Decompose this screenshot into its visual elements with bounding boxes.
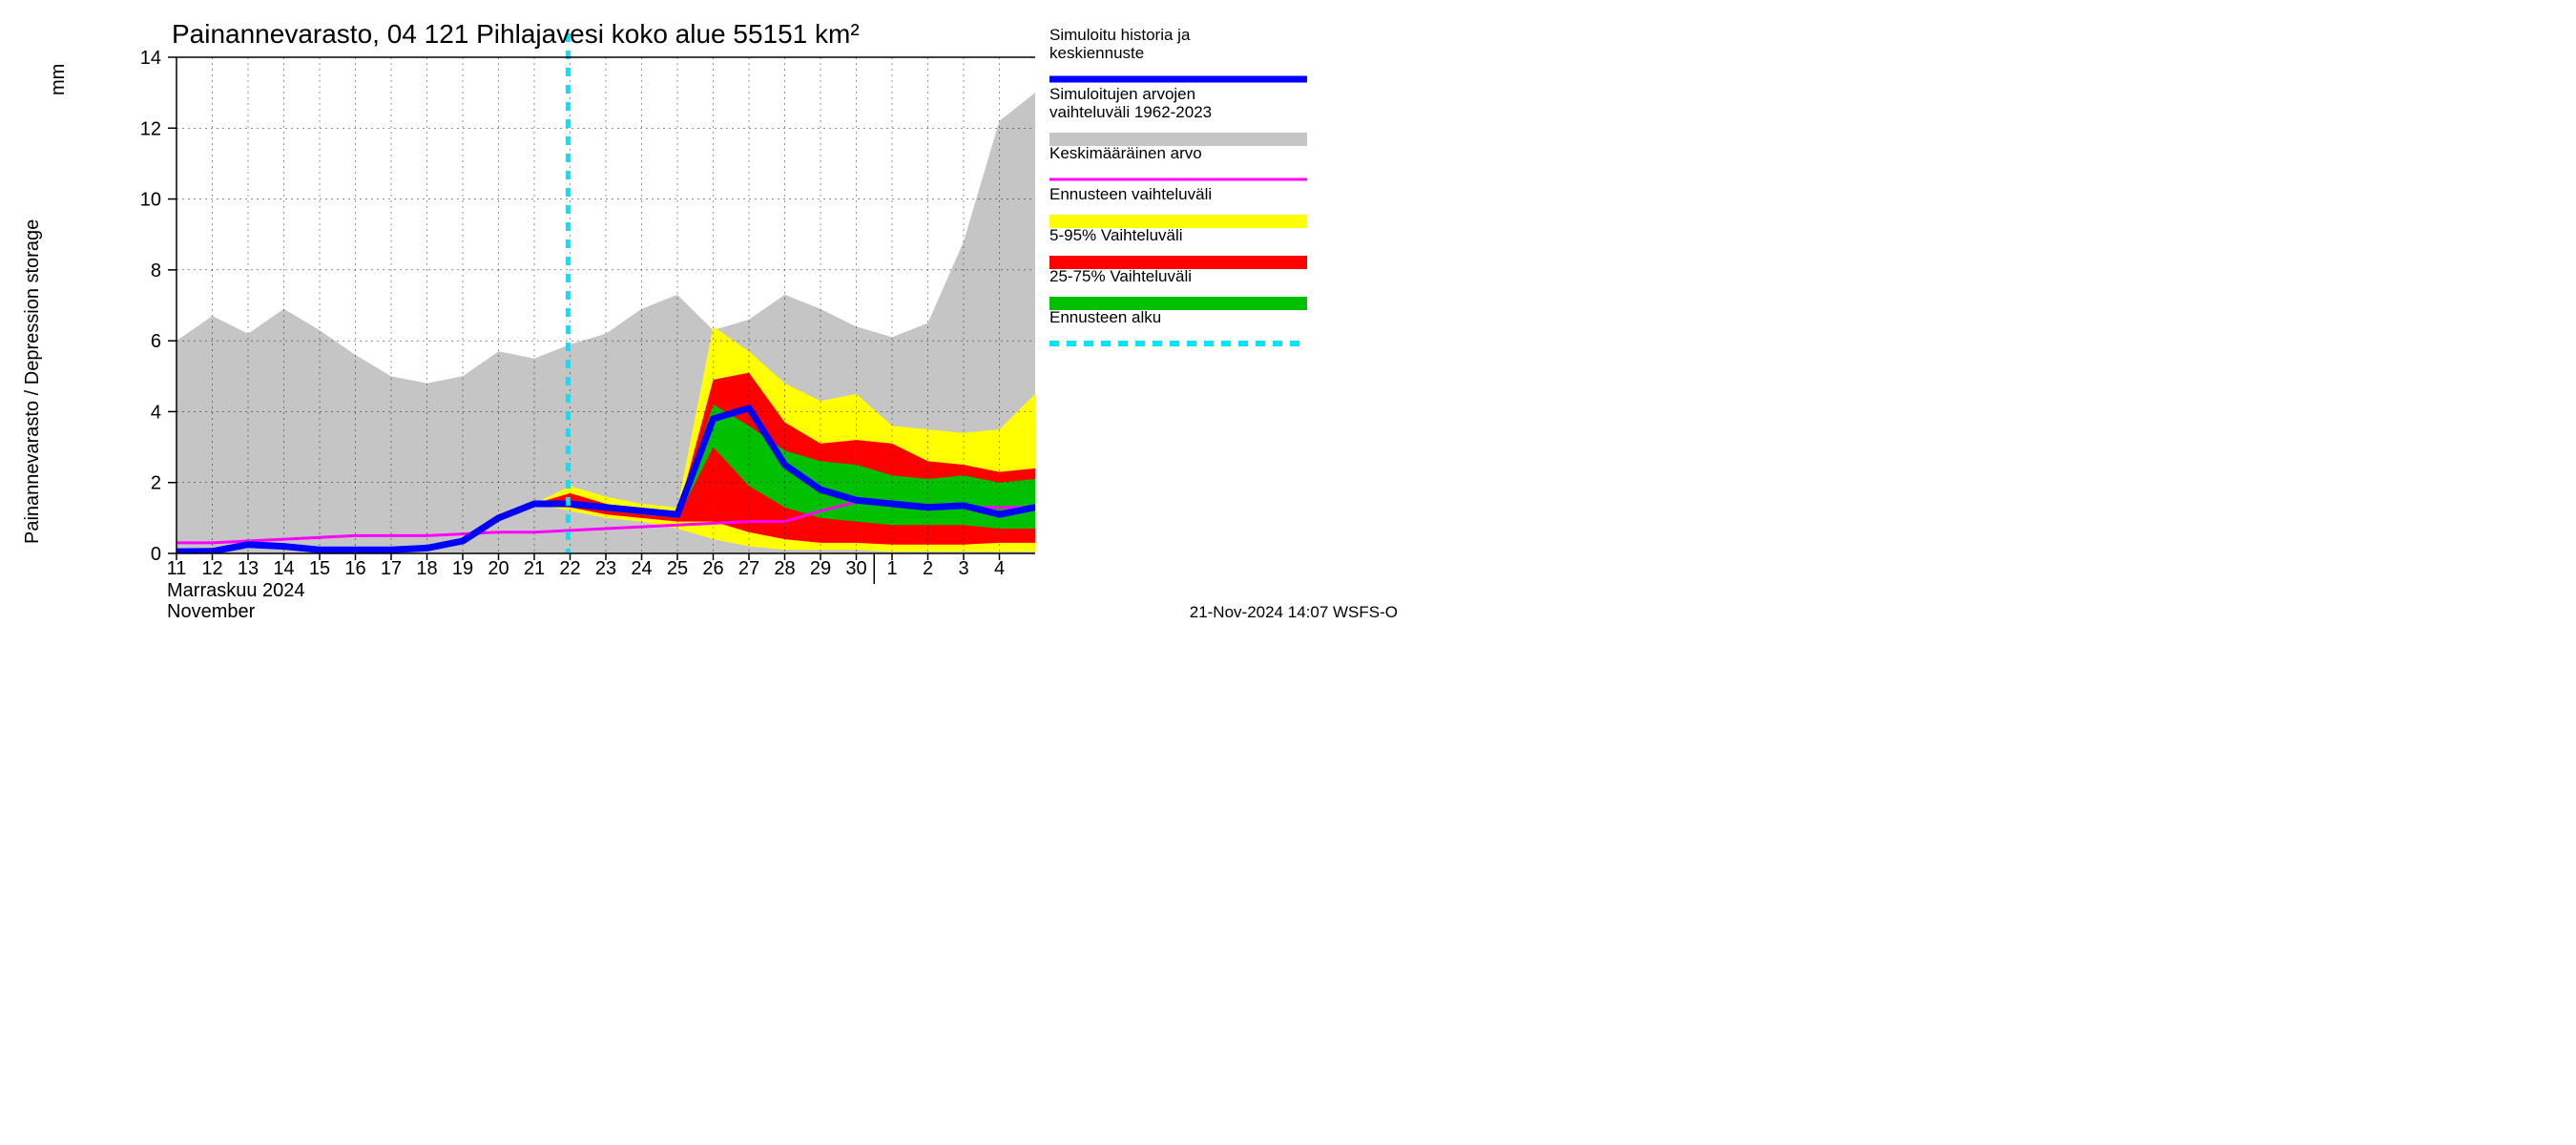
x-tick-label: 26 xyxy=(702,558,723,579)
month-label-en: November xyxy=(167,601,256,622)
y-tick-label: 4 xyxy=(151,402,161,423)
legend-label: Keskimääräinen arvo xyxy=(1049,144,1202,162)
legend-label: Ennusteen alku xyxy=(1049,308,1161,326)
chart-container: 0246810121411121314151617181920212223242… xyxy=(0,0,1431,636)
x-tick-label: 16 xyxy=(344,558,365,579)
y-axis-label-unit: mm xyxy=(48,64,69,95)
x-tick-label: 3 xyxy=(958,558,968,579)
x-tick-label: 4 xyxy=(994,558,1005,579)
x-tick-label: 25 xyxy=(667,558,688,579)
y-tick-label: 10 xyxy=(140,190,161,211)
x-tick-label: 1 xyxy=(886,558,897,579)
y-tick-label: 14 xyxy=(140,48,161,69)
y-tick-label: 6 xyxy=(151,331,161,352)
chart-title: Painannevarasto, 04 121 Pihlajavesi koko… xyxy=(172,19,860,49)
x-tick-label: 30 xyxy=(845,558,866,579)
legend-label: Simuloitu historia ja xyxy=(1049,26,1191,44)
month-label-fi: Marraskuu 2024 xyxy=(167,580,305,601)
footer-timestamp: 21-Nov-2024 14:07 WSFS-O xyxy=(1190,603,1398,621)
x-tick-label: 22 xyxy=(559,558,580,579)
x-tick-label: 23 xyxy=(595,558,616,579)
x-tick-label: 28 xyxy=(774,558,795,579)
x-tick-label: 29 xyxy=(810,558,831,579)
x-tick-label: 2 xyxy=(923,558,933,579)
x-tick-label: 27 xyxy=(738,558,759,579)
x-tick-label: 17 xyxy=(381,558,402,579)
x-tick-label: 24 xyxy=(631,558,652,579)
x-tick-label: 15 xyxy=(309,558,330,579)
x-tick-label: 21 xyxy=(524,558,545,579)
legend-label: 25-75% Vaihteluväli xyxy=(1049,267,1192,285)
x-tick-label: 13 xyxy=(238,558,259,579)
x-tick-label: 12 xyxy=(201,558,222,579)
x-tick-label: 19 xyxy=(452,558,473,579)
legend-label: keskiennuste xyxy=(1049,44,1144,62)
y-tick-label: 8 xyxy=(151,260,161,281)
x-tick-label: 20 xyxy=(488,558,509,579)
y-tick-label: 12 xyxy=(140,118,161,139)
x-tick-label: 18 xyxy=(416,558,437,579)
x-tick-label: 11 xyxy=(167,558,187,579)
y-tick-label: 0 xyxy=(151,544,161,565)
legend-label: vaihteluväli 1962-2023 xyxy=(1049,103,1212,121)
chart-svg: 0246810121411121314151617181920212223242… xyxy=(0,0,1431,636)
y-tick-label: 2 xyxy=(151,473,161,494)
y-axis-label-main: Painannevarasto / Depression storage xyxy=(22,219,43,544)
legend-label: Ennusteen vaihteluväli xyxy=(1049,185,1212,203)
legend-label: 5-95% Vaihteluväli xyxy=(1049,226,1183,244)
x-tick-label: 14 xyxy=(273,558,294,579)
legend-label: Simuloitujen arvojen xyxy=(1049,85,1195,103)
